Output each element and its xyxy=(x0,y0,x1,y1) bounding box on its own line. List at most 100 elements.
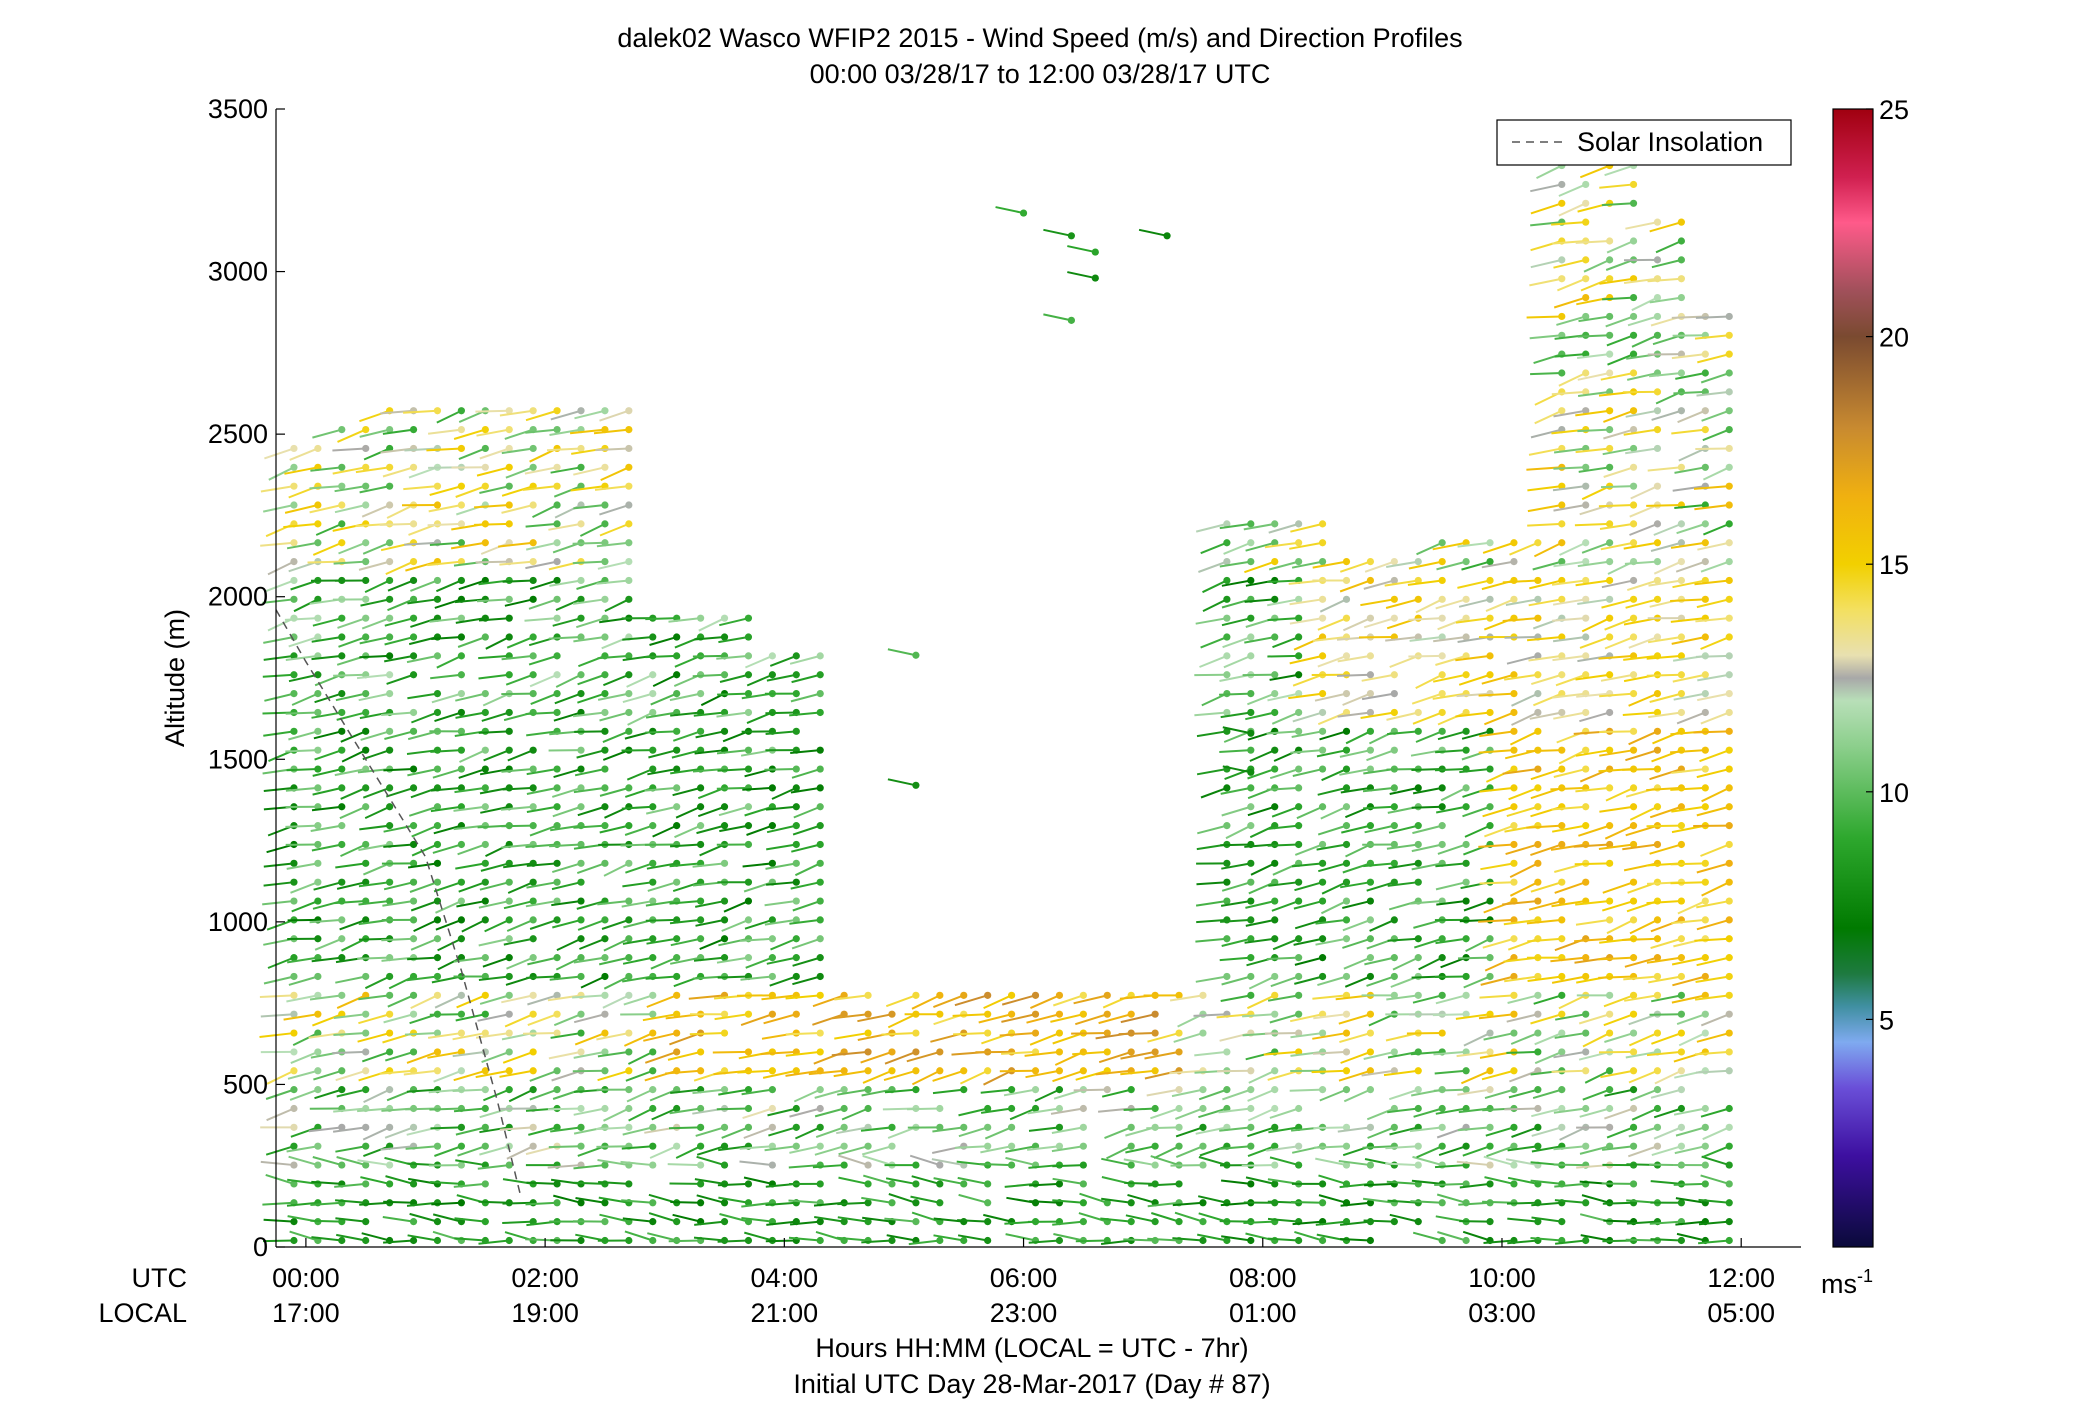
wind-barb-point xyxy=(577,614,585,622)
wind-barb-shaft xyxy=(622,1217,653,1223)
wind-barb-shaft xyxy=(1650,937,1682,950)
wind-barb-point xyxy=(314,859,322,867)
wind-barb-shaft xyxy=(410,617,438,628)
wind-barb-point xyxy=(936,1010,944,1018)
wind-barb-shaft xyxy=(1551,390,1586,396)
wind-barb-point xyxy=(362,633,370,641)
wind-barb-shaft xyxy=(454,598,486,604)
wind-barb-point xyxy=(697,690,705,698)
wind-barb-shaft xyxy=(884,1217,916,1223)
wind-barb-shaft xyxy=(1578,466,1610,473)
wind-barb-shaft xyxy=(1292,768,1323,777)
wind-barb-point xyxy=(386,463,394,471)
wind-barb-shaft xyxy=(1387,730,1419,736)
wind-barb-shaft xyxy=(1700,636,1730,650)
wind-barb-shaft xyxy=(1694,994,1730,1001)
wind-barb-shaft xyxy=(502,1220,534,1224)
wind-barb-point xyxy=(1653,1086,1662,1094)
wind-barb-point xyxy=(625,576,633,585)
wind-barb-shaft xyxy=(1221,1235,1251,1242)
wind-barb-shaft xyxy=(1219,692,1251,696)
wind-barb-point xyxy=(577,1029,585,1037)
wind-barb-point xyxy=(816,1086,824,1094)
wind-barb-shaft xyxy=(1554,1199,1586,1204)
wind-barb-point xyxy=(1079,1123,1087,1131)
wind-barb-point xyxy=(314,897,322,905)
wind-barb-point xyxy=(673,652,681,660)
wind-barb-shaft xyxy=(1603,428,1634,440)
wind-barb-shaft xyxy=(933,994,965,1009)
wind-barb-shaft xyxy=(718,636,749,644)
wind-barb-point xyxy=(1701,803,1709,811)
wind-barb-point xyxy=(1199,1104,1207,1113)
wind-barb-point xyxy=(1318,1236,1327,1245)
wind-barb-point xyxy=(768,1161,776,1169)
wind-barb-point xyxy=(1510,595,1518,603)
wind-barb-shaft xyxy=(1631,334,1658,348)
wind-barb-shaft xyxy=(1413,918,1443,929)
wind-barb-shaft xyxy=(336,1088,366,1098)
wind-barb-shaft xyxy=(1363,1050,1395,1060)
wind-barb-shaft xyxy=(1435,1107,1467,1115)
wind-barb-point xyxy=(744,822,753,830)
wind-barb-shaft xyxy=(524,617,558,622)
wind-barb-shaft xyxy=(265,1088,295,1100)
wind-barb-point xyxy=(1510,916,1518,924)
wind-barb-shaft xyxy=(501,485,534,497)
wind-barb-shaft xyxy=(577,673,606,686)
wind-barb-shaft xyxy=(1646,673,1682,677)
wind-barb-point xyxy=(1318,727,1327,735)
wind-barb-point xyxy=(1223,614,1231,622)
wind-barb-point xyxy=(1366,708,1375,717)
wind-barb-shaft xyxy=(1509,1069,1539,1083)
wind-barb-point xyxy=(720,1142,729,1150)
wind-barb-point xyxy=(601,784,609,792)
wind-barb-shaft xyxy=(259,1032,295,1038)
wind-barb-point xyxy=(1366,822,1375,830)
wind-barb-point xyxy=(1462,859,1470,867)
wind-barb-shaft xyxy=(862,1216,893,1223)
wind-barb-point xyxy=(529,557,537,566)
wind-barb-point xyxy=(720,765,729,773)
wind-barb-point xyxy=(505,407,513,415)
wind-barb-shaft xyxy=(310,1201,342,1206)
wind-barb-shaft xyxy=(650,956,678,970)
wind-barb-point xyxy=(912,651,920,659)
wind-barb-shaft xyxy=(1502,579,1538,584)
wind-barb-shaft xyxy=(522,1032,558,1035)
wind-barb-point xyxy=(1318,878,1327,886)
wind-barb-point xyxy=(1366,652,1375,660)
legend: Solar Insolation xyxy=(1496,119,1792,166)
wind-barb-point xyxy=(1701,746,1709,754)
wind-barb-point xyxy=(433,878,442,886)
wind-barb-point xyxy=(601,501,609,509)
wind-barb-shaft xyxy=(506,1145,534,1160)
wind-barb-shaft xyxy=(1025,1069,1060,1079)
wind-barb-shaft xyxy=(645,711,677,719)
wind-barb-point xyxy=(1606,746,1614,754)
wind-barb-point xyxy=(1438,614,1446,622)
wind-barb-point xyxy=(1486,1048,1494,1056)
wind-barb-shaft xyxy=(1670,881,1706,885)
wind-barb-shaft xyxy=(812,994,845,1008)
wind-barb-shaft xyxy=(765,1201,797,1206)
wind-barb-point xyxy=(409,954,418,962)
wind-barb-shaft xyxy=(507,881,534,894)
wind-barb-point xyxy=(720,671,729,679)
wind-barb-shaft xyxy=(1052,1069,1084,1083)
wind-barb-shaft xyxy=(1455,1013,1491,1020)
wind-barb-point xyxy=(314,690,322,698)
wind-barb-shaft xyxy=(1195,975,1228,983)
wind-barb-shaft xyxy=(791,843,821,853)
wind-barb-point xyxy=(625,1180,633,1188)
wind-barb-point xyxy=(1318,803,1327,811)
wind-barb-point xyxy=(1534,1123,1542,1131)
wind-barb-point xyxy=(1342,595,1351,603)
wind-barb-point xyxy=(386,1180,394,1188)
wind-barb-point xyxy=(625,671,633,679)
wind-barb-point xyxy=(1486,652,1494,660)
wind-barb-shaft xyxy=(1222,636,1252,649)
wind-barb-point xyxy=(1606,897,1614,905)
wind-barb-point xyxy=(1175,991,1183,999)
wind-barb-shaft xyxy=(356,673,390,680)
